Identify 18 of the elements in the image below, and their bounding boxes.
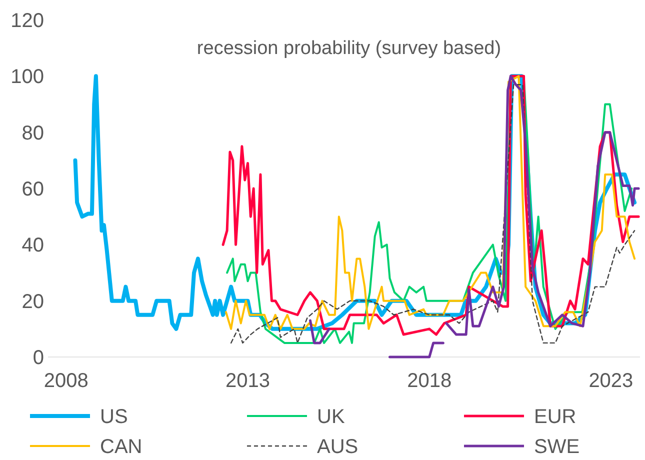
legend-label: SWE [534, 436, 580, 458]
y-tick-label: 20 [22, 290, 44, 313]
y-tick-label: 60 [22, 178, 44, 200]
text: recession probability (survey based) [196, 38, 502, 59]
y-tick-label: 80 [22, 122, 44, 144]
x-tick-label: 2018 [407, 370, 452, 392]
y-tick-label: 0 [32, 347, 44, 369]
legend-label: AUS [317, 436, 358, 458]
legend-label: CAN [100, 436, 142, 458]
x-tick-label: 2013 [226, 370, 270, 392]
legend-label: EUR [534, 406, 576, 428]
x-tick-label: 2023 [588, 370, 634, 392]
y-tick-label: 100 [10, 66, 44, 88]
x-tick-label: 2008 [44, 370, 88, 392]
legend-label: US [100, 406, 128, 428]
legend-label: UK [317, 406, 346, 428]
y-tick-label: 40 [22, 234, 44, 257]
y-tick-label: 120 [10, 10, 44, 32]
